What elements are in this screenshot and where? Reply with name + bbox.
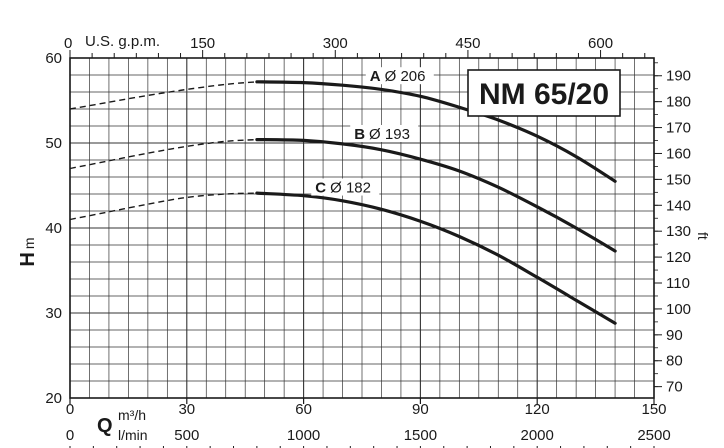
left-tick-label: 20: [45, 390, 62, 407]
curve-diameter: Ø 193: [369, 126, 410, 143]
curve-a-dashed: [69, 81, 257, 110]
bottom-tick-label-m3h: 60: [295, 401, 312, 418]
left-tick-label: 40: [45, 220, 62, 237]
left-axis-label: Hm: [17, 237, 39, 266]
bottom-tick-label-lmin: 0: [66, 427, 74, 444]
top-tick-label: 150: [190, 35, 215, 52]
bottom-tick-label-lmin: 1500: [404, 427, 437, 444]
right-tick-label: 170: [666, 120, 691, 137]
chart-title: NM 65/20: [479, 78, 609, 111]
top-axis-label: U.S. g.p.m.: [85, 33, 160, 50]
right-tick-label: 70: [666, 379, 683, 396]
curve-label-bg: [311, 178, 380, 196]
left-tick-label: 50: [45, 135, 62, 152]
svg-text:Hm: Hm: [17, 237, 39, 266]
bottom-axis-ticks-m3h: 0 30 60 90 120 150: [66, 398, 667, 418]
top-axis-ticks: 150 300 450 600: [69, 35, 646, 58]
curve-a: [255, 80, 617, 183]
bottom-tick-label-lmin: 500: [174, 427, 199, 444]
right-axis-ticks: 70 80 90 100 110 120 130 140 150 160 170 180 190: [654, 62, 691, 396]
bottom-axis-label-lmin: l/min: [118, 427, 148, 443]
bottom-tick-label-m3h: 0: [66, 401, 74, 418]
right-tick-label: 90: [666, 327, 683, 344]
bottom-axis-ticks-lmin: 0 500 1000 1500 2000 2500: [66, 427, 671, 448]
right-tick-label: 130: [666, 223, 691, 240]
top-axis-tick-0: 0: [64, 35, 72, 52]
bottom-tick-label-m3h: 120: [525, 401, 550, 418]
title-box: [467, 69, 621, 117]
left-axis-label-main: H: [17, 252, 39, 266]
curve-label-bg: [350, 125, 419, 142]
right-tick-label: 180: [666, 94, 691, 111]
right-tick-label: 150: [666, 171, 691, 188]
top-tick-label: 300: [323, 35, 348, 52]
bottom-axis-label-m3h: m³/h: [118, 407, 146, 423]
bottom-tick-label-lmin: 2000: [521, 427, 554, 444]
right-tick-label: 120: [666, 249, 691, 266]
curve-diameter: Ø 182: [330, 180, 371, 197]
curve-b: [255, 138, 617, 253]
curve-b-dashed: [69, 138, 257, 170]
top-tick-label: 450: [455, 35, 480, 52]
right-tick-label: 190: [666, 68, 691, 85]
curve-letter: C: [315, 180, 326, 197]
right-tick-label: 140: [666, 197, 691, 214]
bottom-tick-label-m3h: 150: [641, 401, 666, 418]
left-axis-label-unit: m: [21, 237, 37, 249]
right-tick-label: 110: [666, 275, 690, 292]
curve-label-bg: [365, 67, 434, 85]
curve-c: [255, 191, 617, 325]
bottom-tick-label-m3h: 90: [412, 401, 429, 418]
curve-letter: B: [354, 126, 365, 143]
curve-letter: A: [370, 68, 381, 85]
top-tick-label: 600: [588, 35, 613, 52]
left-tick-label: 30: [45, 305, 62, 322]
bottom-axis-label-main: Q: [97, 415, 113, 437]
plot-frame: [69, 57, 655, 399]
bottom-tick-label-lmin: 2500: [637, 427, 670, 444]
curve-diameter: Ø 206: [385, 68, 426, 85]
right-tick-label: 100: [666, 301, 691, 318]
right-tick-label: 160: [666, 145, 691, 162]
left-tick-label: 60: [45, 50, 62, 67]
curves: [69, 80, 617, 325]
right-tick-label: 80: [666, 353, 683, 370]
left-axis-ticks: 20 30 40 50 60: [45, 50, 62, 407]
right-axis-label: ft: [695, 232, 711, 240]
bottom-tick-label-lmin: 1000: [287, 427, 320, 444]
bottom-tick-label-m3h: 30: [178, 401, 195, 418]
curve-c-dashed: [69, 192, 257, 221]
